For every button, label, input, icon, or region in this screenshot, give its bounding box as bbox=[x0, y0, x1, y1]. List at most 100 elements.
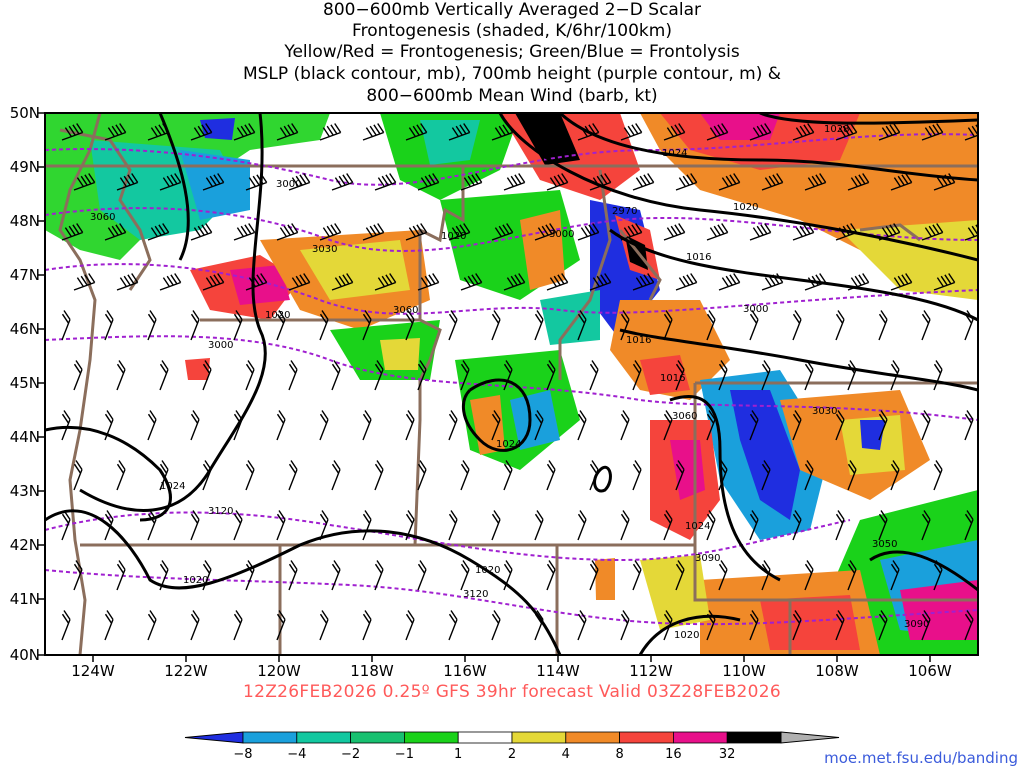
wind-barb bbox=[792, 610, 802, 641]
wind-barb bbox=[190, 123, 213, 141]
wind-barb bbox=[749, 310, 759, 341]
colorbar-label: −1 bbox=[394, 747, 414, 762]
wind-barb bbox=[761, 273, 784, 291]
wind-barb bbox=[448, 310, 458, 341]
wind-barb bbox=[878, 510, 888, 541]
wind-barb bbox=[245, 460, 255, 491]
wind-barb bbox=[374, 273, 397, 291]
wind-barb bbox=[718, 460, 728, 491]
wind-barb bbox=[159, 460, 169, 491]
wind-barb bbox=[159, 560, 169, 591]
lon-label: 110W bbox=[722, 662, 766, 680]
wind-barb bbox=[847, 173, 870, 191]
wind-barb bbox=[331, 173, 354, 191]
wind-barb bbox=[847, 360, 857, 391]
wind-barb bbox=[147, 410, 157, 441]
colorbar-segment bbox=[242, 731, 298, 744]
colorbar-segment bbox=[457, 731, 513, 744]
wind-barb bbox=[589, 173, 612, 191]
wind-barb bbox=[577, 610, 587, 641]
colorbar-label: 8 bbox=[615, 747, 624, 762]
colorbar-label: 32 bbox=[718, 747, 736, 762]
wind-barb bbox=[190, 310, 200, 341]
wind-barb bbox=[503, 273, 526, 291]
wind-barb bbox=[933, 360, 943, 391]
lon-ticks bbox=[92, 655, 931, 662]
wind-barb bbox=[374, 560, 384, 591]
wind-barb bbox=[792, 410, 802, 441]
wind-barb bbox=[362, 223, 385, 241]
wind-barb bbox=[663, 223, 686, 241]
height-label: 3060 bbox=[393, 305, 418, 316]
lat-label: 44N bbox=[9, 428, 40, 446]
lat-label: 48N bbox=[9, 212, 40, 230]
wind-barb bbox=[503, 560, 513, 591]
wind-barb bbox=[847, 460, 857, 491]
wind-barb bbox=[792, 310, 802, 341]
height-label: 3060 bbox=[672, 411, 697, 422]
credit-link[interactable]: moe.met.fsu.edu/banding bbox=[824, 749, 1018, 767]
wind-barb bbox=[706, 310, 716, 341]
wind-barb bbox=[319, 223, 342, 241]
wind-barb bbox=[288, 173, 311, 191]
wind-barb bbox=[61, 123, 84, 141]
wind-barb bbox=[319, 610, 329, 641]
wind-barb bbox=[147, 610, 157, 641]
wind-barb bbox=[675, 460, 685, 491]
wind-barb bbox=[288, 560, 298, 591]
wind-barb bbox=[276, 223, 299, 241]
wind-barb bbox=[245, 560, 255, 591]
mslp-label: 1024 bbox=[496, 439, 521, 450]
wind-barb bbox=[718, 560, 728, 591]
colorbar-segment bbox=[673, 731, 728, 744]
wind-barb bbox=[319, 310, 329, 341]
wind-barb bbox=[362, 610, 372, 641]
wind-barb bbox=[675, 173, 698, 191]
wind-barb bbox=[104, 610, 114, 641]
wind-barb bbox=[804, 560, 814, 591]
wind-barb bbox=[73, 360, 83, 391]
lat-label: 45N bbox=[9, 374, 40, 392]
wind-barb bbox=[159, 360, 169, 391]
wind-barb bbox=[503, 173, 526, 191]
mslp-label: 1024 bbox=[662, 148, 687, 159]
wind-barb bbox=[417, 560, 427, 591]
wind-barb bbox=[589, 460, 599, 491]
wind-barb bbox=[159, 273, 182, 291]
height-label: 3120 bbox=[463, 589, 488, 600]
lat-ticks bbox=[38, 112, 45, 656]
wind-barb bbox=[675, 360, 685, 391]
wind-barb bbox=[921, 310, 931, 341]
wind-barb bbox=[460, 273, 483, 291]
wind-barb bbox=[491, 123, 514, 141]
wind-barbs bbox=[61, 123, 978, 641]
lat-label: 43N bbox=[9, 482, 40, 500]
wind-barb bbox=[706, 123, 729, 141]
wind-barb bbox=[663, 310, 673, 341]
mslp-label: 1020 bbox=[183, 575, 208, 586]
wind-barb bbox=[276, 410, 286, 441]
wind-barb bbox=[245, 173, 268, 191]
lon-label: 112W bbox=[629, 662, 673, 680]
wind-barb bbox=[288, 360, 298, 391]
wind-barb bbox=[847, 560, 857, 591]
lon-label: 120W bbox=[257, 662, 301, 680]
wind-barb bbox=[933, 273, 956, 291]
height-label: 3050 bbox=[872, 539, 897, 550]
lat-label: 40N bbox=[9, 646, 40, 664]
wind-barb bbox=[749, 223, 772, 241]
wind-barb bbox=[620, 310, 630, 341]
wind-barb bbox=[405, 223, 428, 241]
wind-barb bbox=[589, 360, 599, 391]
wind-barb bbox=[632, 173, 655, 191]
colorbar-segment bbox=[619, 731, 674, 744]
wind-barb bbox=[503, 360, 513, 391]
wind-barb bbox=[73, 560, 83, 591]
wind-barb bbox=[245, 273, 268, 291]
wind-barb bbox=[620, 123, 643, 141]
wind-barb bbox=[331, 273, 354, 291]
title-line-4: MSLP (black contour, mb), 700mb height (… bbox=[242, 64, 782, 84]
wind-barb bbox=[288, 273, 311, 291]
title-line-1: 800−600mb Vertically Averaged 2−D Scalar bbox=[323, 0, 701, 20]
